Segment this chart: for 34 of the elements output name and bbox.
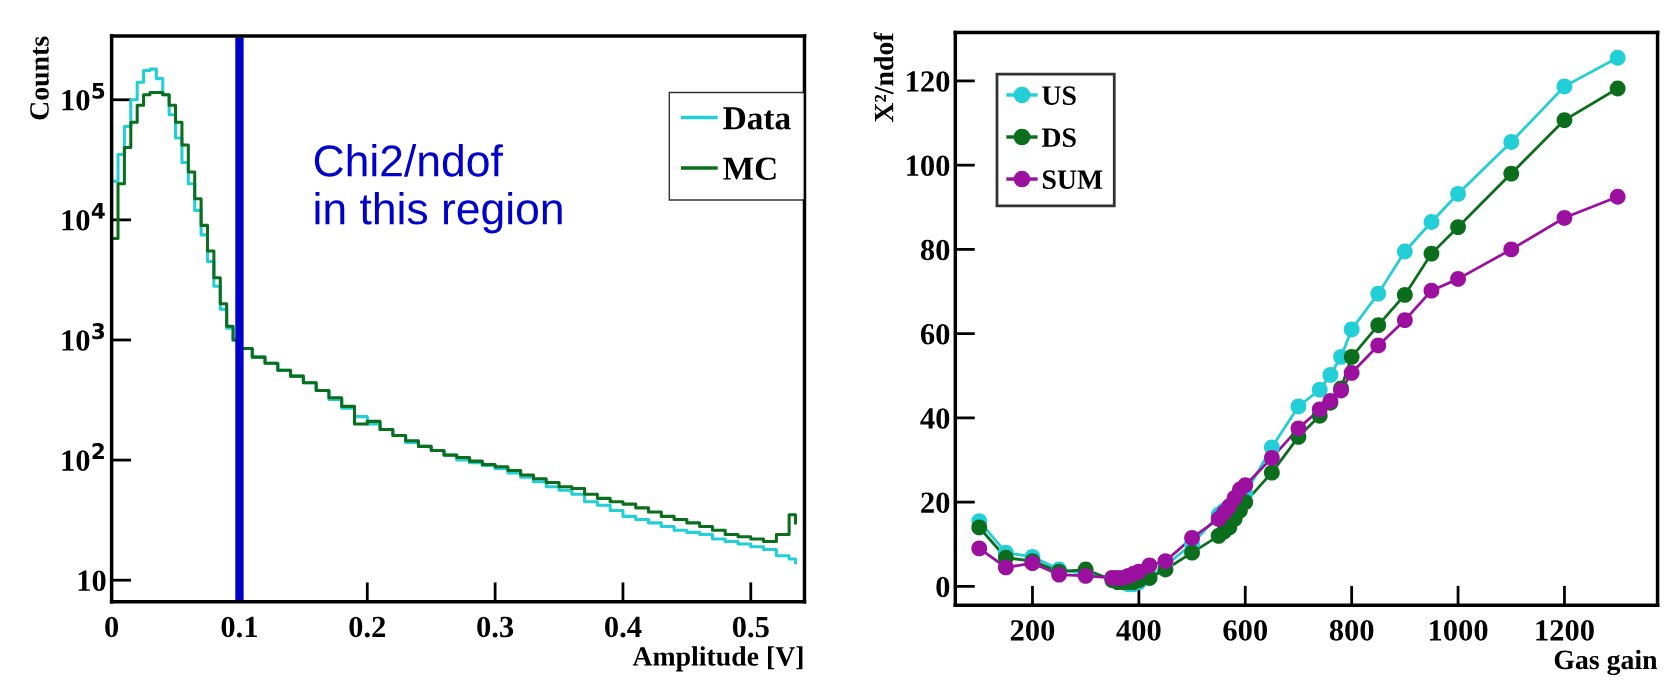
y-tick-label: 20 — [921, 492, 950, 514]
y-axis-title: X²/ndof — [873, 32, 894, 123]
y-axis-title: Counts — [30, 36, 49, 120]
legend-label: MC — [723, 157, 776, 180]
y-tick-label: 120 — [907, 71, 950, 92]
legend-label: Data — [723, 107, 791, 130]
x-tick-label: 200 — [1010, 620, 1055, 641]
y-tick-label: 10$^{5}$ — [62, 82, 105, 111]
x-tick-label: 1000 — [1429, 620, 1488, 641]
x-tick-label: 400 — [1116, 620, 1161, 641]
x-tick-label: 0.4 — [605, 616, 642, 638]
x-tick-label: 1200 — [1536, 620, 1594, 641]
annotation: Chi2/ndof in this region — [314, 144, 562, 234]
legend-label: SUM — [1042, 170, 1103, 190]
x-tick-label: 0.1 — [221, 616, 257, 638]
x-tick-label: 0.2 — [349, 616, 386, 638]
y-tick-label: 40 — [920, 408, 950, 429]
x-tick-label: 0 — [105, 616, 119, 638]
x-tick-label: 0.3 — [477, 616, 514, 638]
y-tick-label: 10$^{4}$ — [62, 203, 105, 231]
legend-label: DS — [1041, 128, 1076, 147]
x-tick-label: 0.5 — [732, 616, 769, 638]
legend-label: US — [1042, 86, 1076, 105]
x-tick-label: 600 — [1223, 620, 1268, 641]
y-tick-label: 0 — [936, 576, 950, 598]
y-tick-label: 60 — [920, 323, 950, 345]
y-tick-label: 10 — [78, 570, 106, 592]
x-axis-title: Amplitude [V] — [632, 646, 803, 672]
y-tick-label: 10$^{3}$ — [62, 322, 105, 351]
x-axis-title: Gas gain — [1554, 649, 1658, 676]
y-tick-label: 100 — [907, 155, 950, 177]
x-tick-label: 800 — [1329, 620, 1374, 641]
y-tick-label: 10$^{2}$ — [62, 443, 104, 471]
y-tick-label: 80 — [920, 239, 950, 261]
